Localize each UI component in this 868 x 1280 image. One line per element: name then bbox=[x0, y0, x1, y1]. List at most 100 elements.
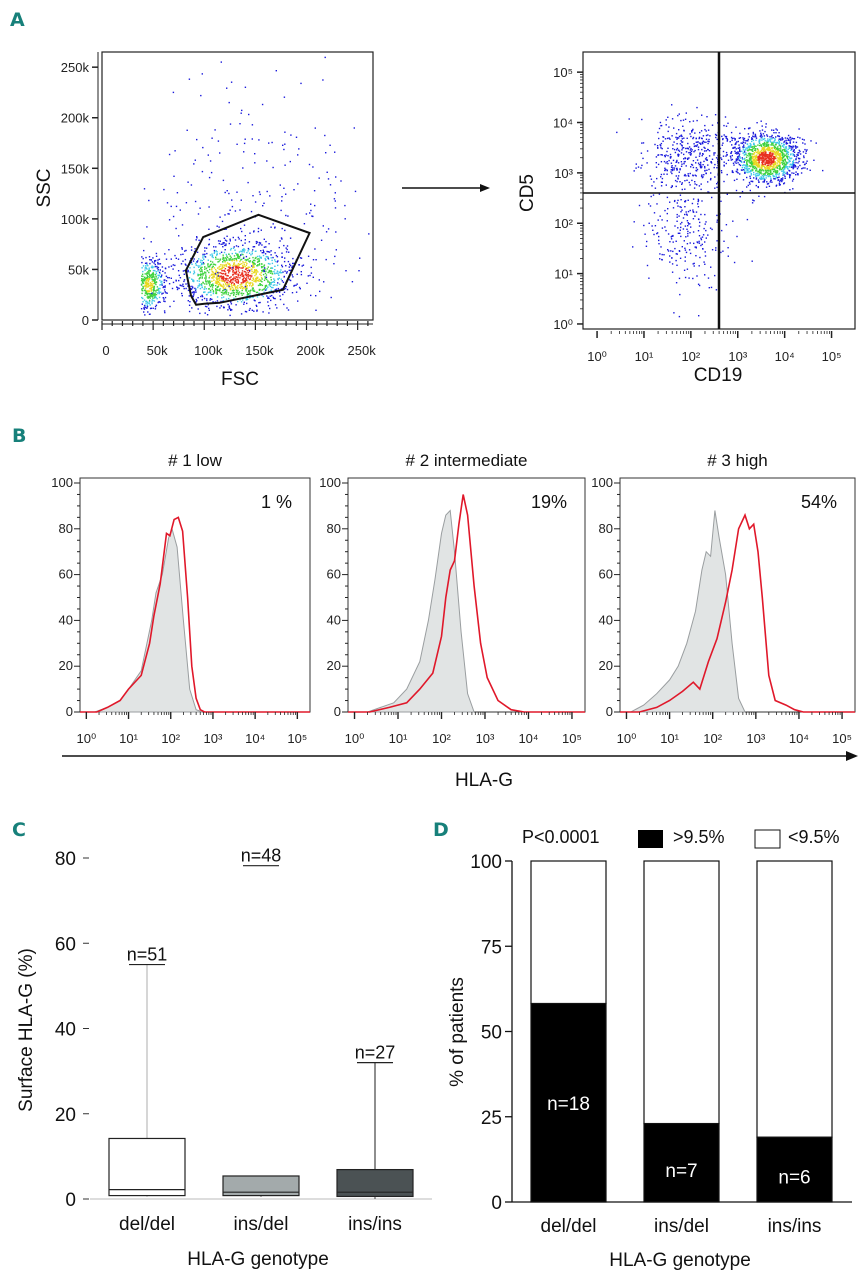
scatter-point bbox=[288, 266, 290, 268]
scatter-point bbox=[747, 170, 749, 172]
scatter-point bbox=[298, 264, 300, 266]
scatter-point bbox=[765, 165, 768, 167]
scatter-point bbox=[750, 172, 752, 175]
scatter-point bbox=[771, 144, 773, 146]
scatter-point bbox=[797, 157, 800, 159]
scatter-point bbox=[208, 288, 210, 290]
scatter-point bbox=[721, 229, 723, 232]
scatter-point bbox=[254, 201, 257, 203]
scatter-point bbox=[776, 129, 778, 131]
scatter-point bbox=[711, 249, 714, 251]
scatter-point bbox=[258, 260, 261, 262]
scatter-point bbox=[303, 223, 306, 225]
scatter-point bbox=[235, 273, 237, 275]
scatter-point bbox=[784, 154, 787, 157]
scatter-point bbox=[229, 267, 231, 270]
scatter-point bbox=[805, 152, 807, 154]
scatter-point bbox=[740, 160, 742, 162]
scatter-point bbox=[184, 258, 187, 261]
scatter-point bbox=[212, 265, 214, 268]
gate-polygon[interactable] bbox=[184, 213, 311, 306]
scatter-point bbox=[149, 277, 151, 279]
scatter-point bbox=[260, 250, 262, 252]
scatter-point bbox=[707, 191, 709, 193]
y-tick-label: 20 bbox=[327, 658, 341, 673]
scatter-point bbox=[661, 219, 663, 221]
n-label: n=27 bbox=[355, 1043, 396, 1063]
scatter-point bbox=[155, 252, 158, 255]
scatter-point bbox=[735, 170, 737, 173]
scatter-point bbox=[199, 273, 202, 276]
scatter-point bbox=[207, 280, 209, 282]
y-tick-label: 10³ bbox=[554, 166, 573, 181]
scatter-point bbox=[295, 136, 298, 138]
scatter-point bbox=[681, 209, 683, 211]
scatter-point bbox=[689, 121, 691, 123]
scatter-point bbox=[195, 298, 197, 301]
scatter-point bbox=[730, 157, 732, 159]
scatter-point bbox=[179, 209, 181, 211]
scatter-point bbox=[672, 234, 674, 237]
scatter-point bbox=[672, 207, 675, 209]
scatter-point bbox=[325, 231, 328, 233]
scatter-point bbox=[701, 174, 703, 176]
scatter-point bbox=[761, 166, 763, 168]
scatter-point bbox=[229, 264, 231, 266]
scatter-point bbox=[686, 243, 689, 245]
scatter-point bbox=[145, 282, 147, 284]
scatter-point bbox=[667, 250, 670, 252]
scatter-point bbox=[753, 142, 755, 144]
scatter-point bbox=[228, 283, 230, 285]
scatter-point bbox=[738, 144, 740, 146]
scatter-point bbox=[700, 164, 702, 167]
scatter-point bbox=[262, 254, 265, 257]
scatter-point bbox=[287, 260, 290, 263]
scatter-point bbox=[153, 276, 155, 278]
scatter-point bbox=[211, 268, 213, 270]
scatter-point bbox=[163, 310, 166, 312]
scatter-point bbox=[759, 151, 761, 154]
scatter-point bbox=[197, 308, 199, 310]
scatter-point bbox=[252, 296, 254, 299]
scatter-point bbox=[146, 301, 149, 303]
scatter-point bbox=[157, 268, 159, 271]
scatter-point bbox=[248, 309, 251, 311]
scatter-point bbox=[754, 149, 756, 151]
scatter-point bbox=[778, 165, 780, 167]
hla-g-histogram bbox=[620, 512, 855, 713]
scatter-point bbox=[760, 154, 763, 156]
scatter-point bbox=[770, 153, 772, 155]
scatter-point bbox=[222, 278, 224, 280]
scatter-point bbox=[666, 212, 668, 215]
scatter-point bbox=[177, 287, 179, 289]
scatter-point bbox=[146, 289, 148, 292]
scatter-point bbox=[261, 103, 264, 106]
percent-positive-label: 19% bbox=[531, 492, 567, 512]
scatter-point bbox=[250, 276, 252, 278]
scatter-point bbox=[778, 135, 780, 137]
scatter-point bbox=[766, 148, 768, 150]
scatter-point bbox=[235, 268, 237, 270]
scatter-point bbox=[722, 150, 725, 153]
scatter-point bbox=[772, 129, 775, 131]
scatter-point bbox=[676, 149, 678, 151]
scatter-point bbox=[297, 300, 299, 302]
x-tick-label: 10⁴ bbox=[775, 349, 795, 364]
scatter-point bbox=[744, 167, 746, 169]
scatter-point bbox=[676, 220, 678, 222]
scatter-point bbox=[264, 285, 267, 287]
scatter-point bbox=[235, 265, 238, 268]
scatter-point bbox=[296, 273, 298, 275]
scatter-point bbox=[177, 258, 180, 260]
scatter-point bbox=[771, 148, 773, 150]
scatter-point bbox=[219, 307, 221, 309]
scatter-point bbox=[209, 285, 212, 288]
x-tick-label: 10⁰ bbox=[76, 731, 96, 746]
scatter-point bbox=[258, 292, 260, 294]
scatter-point bbox=[770, 161, 772, 164]
scatter-point bbox=[159, 287, 161, 290]
scatter-point bbox=[147, 280, 150, 283]
scatter-point bbox=[688, 175, 690, 177]
scatter-point bbox=[290, 269, 292, 272]
scatter-point bbox=[789, 176, 791, 179]
